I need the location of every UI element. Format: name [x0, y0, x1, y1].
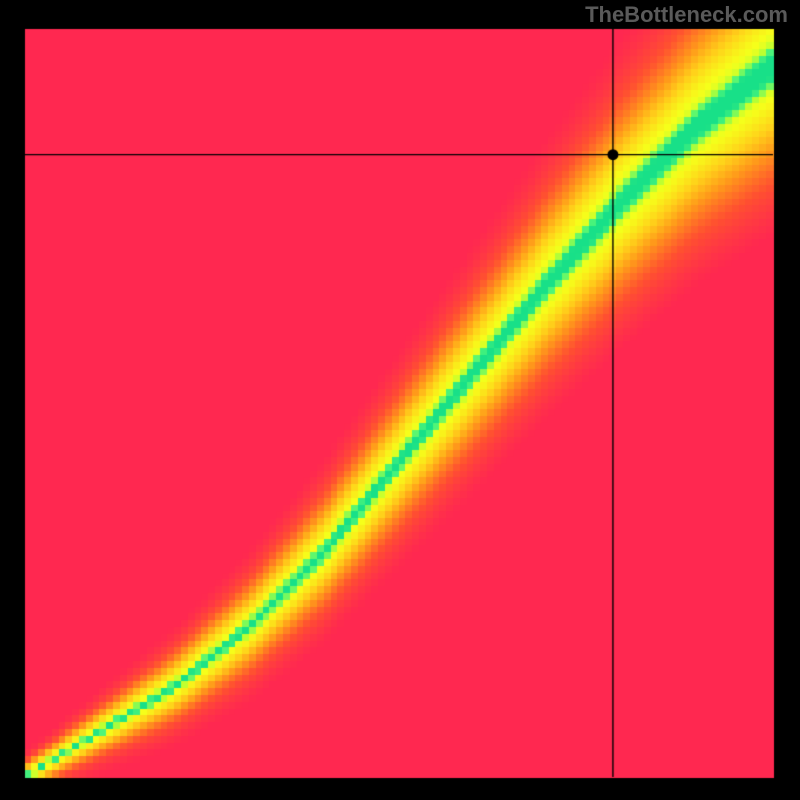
chart-container: TheBottleneck.com	[0, 0, 800, 800]
bottleneck-heatmap-canvas	[0, 0, 800, 800]
